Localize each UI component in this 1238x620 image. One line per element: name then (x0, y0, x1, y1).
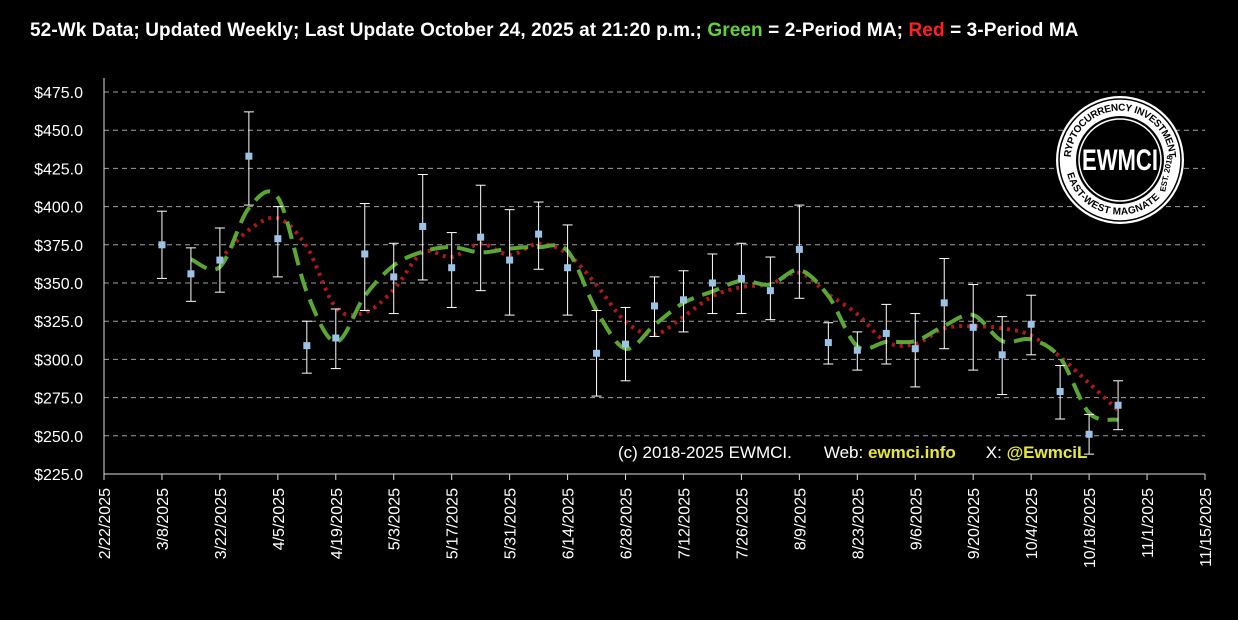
x-tick-label: 4/5/2025 (271, 488, 288, 550)
logo-outer-ring (1058, 98, 1182, 222)
x-tick-label: 9/20/2025 (966, 488, 983, 559)
footer-web-label: Web: (824, 443, 868, 462)
price-point (477, 233, 485, 241)
y-tick-label: $350.0 (34, 276, 83, 293)
gridlines (104, 91, 1205, 437)
x-tick-label: 4/19/2025 (329, 488, 346, 559)
price-point (361, 250, 369, 258)
price-point (1027, 320, 1035, 328)
price-point (969, 323, 977, 331)
y-tick-label: $475.0 (34, 85, 83, 102)
price-point (1056, 387, 1064, 395)
price-point (737, 274, 745, 282)
price-point (1085, 430, 1093, 438)
price-point (853, 346, 861, 354)
price-point (593, 349, 601, 357)
price-point (419, 222, 427, 230)
y-tick-label: $275.0 (34, 391, 83, 408)
footer-text: (c) 2018-2025 EWMCI. Web: ewmci.info X: @E… (618, 443, 1087, 462)
price-point (158, 241, 166, 249)
price-points (158, 152, 1122, 438)
price-point (216, 256, 224, 264)
ma2-line (190, 189, 1119, 422)
price-point (882, 329, 890, 337)
x-tick-label: 5/17/2025 (445, 488, 462, 559)
footer-x-label: X: (986, 443, 1007, 462)
x-tick-label: 5/31/2025 (503, 488, 520, 559)
y-tick-label: $250.0 (34, 429, 83, 446)
title-green-rest: = 2-Period MA; (762, 20, 909, 41)
y-tick-label: $400.0 (34, 200, 83, 217)
price-point (1114, 401, 1122, 409)
title-red-word: Red (908, 20, 945, 41)
title-green-word: Green (707, 20, 763, 41)
price-point (824, 339, 832, 347)
x-tick-label: 8/9/2025 (792, 488, 809, 550)
price-point (940, 299, 948, 307)
price-point (708, 279, 716, 287)
x-tick-label: 5/3/2025 (387, 488, 404, 550)
title-prefix: 52-Wk Data; Updated Weekly; Last Update … (30, 20, 708, 41)
price-point (448, 264, 456, 272)
ewmci-logo: CRYPTOCURRENCY INVESTMENTS EAST-WEST MAG… (1056, 96, 1184, 224)
x-tick-label: 6/28/2025 (619, 488, 636, 559)
logo-inner-ring (1078, 118, 1162, 202)
x-tick-label: 3/22/2025 (213, 488, 230, 559)
x-tick-labels: 2/22/2025 3/8/2025 3/22/2025 4/5/2025 4/19/2… (97, 488, 1215, 568)
y-tick-label: $300.0 (34, 352, 83, 369)
price-point (187, 270, 195, 278)
price-point (535, 230, 543, 238)
logo-inner-disc (1076, 116, 1164, 204)
footer-x-value: @EwmciL (1007, 443, 1088, 462)
title-red-rest: = 3-Period MA (944, 20, 1079, 41)
logo-main-text: EWMCI (1082, 144, 1158, 177)
x-tick-label: 7/12/2025 (676, 488, 693, 559)
x-tick-label: 9/6/2025 (908, 488, 925, 550)
y-tick-label: $325.0 (34, 314, 83, 331)
x-tick-label: 11/1/2025 (1140, 488, 1157, 558)
x-tick-label: 2/22/2025 (97, 488, 114, 559)
price-point (274, 235, 282, 243)
x-tick-label: 3/8/2025 (155, 488, 172, 550)
y-tick-label: $450.0 (34, 123, 83, 140)
x-tick-label: 10/4/2025 (1024, 488, 1041, 559)
price-point (332, 334, 340, 342)
footer-web-value: ewmci.info (868, 443, 956, 462)
price-point (998, 351, 1006, 359)
axes (103, 78, 1206, 480)
price-point (766, 287, 774, 295)
x-tick-label: 11/15/2025 (1198, 488, 1215, 567)
price-point (390, 273, 398, 281)
x-tick-label: 8/23/2025 (850, 488, 867, 559)
y-tick-labels: $225.0 $250.0 $275.0 $300.0 $325.0 $350.0 $375… (34, 85, 83, 484)
chart-title: 52-Wk Data; Updated Weekly; Last Update … (0, 20, 1238, 42)
price-point (622, 340, 630, 348)
x-tick-label: 10/18/2025 (1082, 488, 1099, 568)
y-tick-label: $225.0 (34, 467, 83, 484)
price-point (795, 245, 803, 253)
y-tick-label: $425.0 (34, 161, 83, 178)
price-point (506, 256, 514, 264)
footer-copyright: (c) 2018-2025 EWMCI. (618, 443, 792, 462)
price-point (651, 302, 658, 310)
y-tick-label: $375.0 (34, 238, 83, 255)
x-tick-label: 6/14/2025 (561, 488, 578, 559)
ma2-series (190, 189, 1119, 422)
price-point (303, 342, 311, 350)
price-point (245, 152, 253, 160)
x-tick-label: 7/26/2025 (734, 488, 751, 559)
price-point (564, 264, 572, 272)
price-point (679, 296, 687, 304)
price-point (911, 345, 919, 353)
